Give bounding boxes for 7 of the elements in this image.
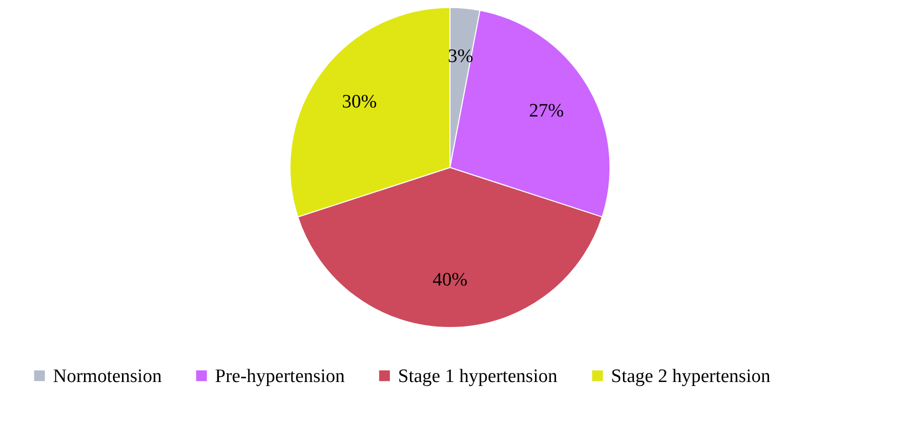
legend-label: Stage 1 hypertension xyxy=(398,366,558,387)
data-label: 27% xyxy=(528,100,564,122)
legend-label: Normotension xyxy=(53,366,162,387)
data-label: 30% xyxy=(342,92,377,113)
legend-label: Stage 2 hypertension xyxy=(611,366,771,387)
legend-label: Pre-hypertension xyxy=(215,366,346,387)
data-label: 40% xyxy=(432,270,468,290)
